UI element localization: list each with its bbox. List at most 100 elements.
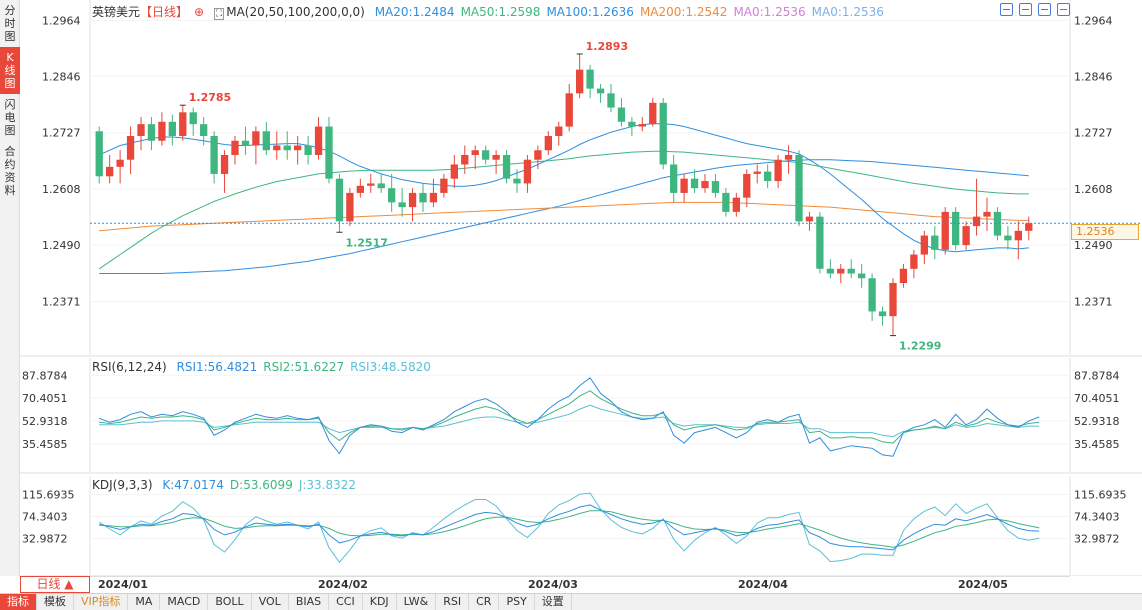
zoom-out-icon[interactable]	[1019, 3, 1032, 16]
candle-body-81	[941, 211, 949, 250]
candle-body-58	[701, 181, 709, 189]
toolbar-item-0[interactable]: 指标	[0, 594, 37, 610]
rsi-y-tick-left-3: 35.4585	[22, 438, 68, 451]
candle-body-50	[617, 107, 626, 122]
main-y-tick-left-4: 1.2490	[42, 239, 81, 252]
candle-body-12	[220, 154, 229, 174]
x-axis: 2024/01 2024/02 2024/03 2024/04 2024/05	[90, 576, 1070, 593]
main-y-tick-left-1: 1.2846	[42, 70, 81, 83]
candle-body-42	[534, 150, 542, 160]
candle-body-26	[367, 183, 375, 186]
symbol-name: 英镑美元	[92, 5, 141, 19]
candle-body-39	[502, 154, 511, 179]
reset-icon[interactable]	[1057, 3, 1070, 16]
x-axis-label-1: 2024/02	[318, 578, 368, 591]
toolbar-item-6[interactable]: VOL	[252, 594, 289, 610]
candle-body-55	[670, 164, 678, 193]
settings-icon[interactable]: ⊕	[194, 5, 205, 19]
rsi3-line	[99, 404, 1040, 438]
toolbar-item-9[interactable]: KDJ	[363, 594, 397, 610]
rsi-y-tick-left-0: 87.8784	[22, 369, 68, 382]
toolbar-item-5[interactable]: BOLL	[208, 594, 252, 610]
candle-body-79	[920, 235, 928, 255]
period-selector-button[interactable]: 日线 ▲	[20, 576, 90, 593]
rsi-y-tick-right-0: 87.8784	[1074, 369, 1120, 382]
tab-contract-info[interactable]: 合约资料	[4, 145, 16, 197]
rsi1-line	[99, 377, 1040, 457]
candle-body-85	[983, 211, 991, 217]
candle-body-75	[878, 311, 887, 317]
ma-header: MA(20,50,100,200,0,0)	[226, 5, 365, 19]
candle-body-52	[638, 124, 646, 127]
zoom-in-icon[interactable]	[1038, 3, 1051, 16]
toolbar-item-2[interactable]: VIP指标	[74, 594, 129, 610]
candle-body-84	[972, 216, 981, 227]
candle-body-38	[492, 154, 500, 160]
tab-timeshare[interactable]: 分时图	[4, 4, 16, 43]
candle-body-74	[868, 278, 876, 312]
toolbar-item-7[interactable]: BIAS	[289, 594, 330, 610]
candle-body-35	[461, 154, 469, 165]
ma-toggle-icon[interactable]: ⛶	[213, 8, 225, 20]
candle-body-16	[262, 131, 270, 151]
toolbar-item-10[interactable]: LW&	[397, 594, 437, 610]
kdj-d-line	[99, 510, 1040, 548]
candle-body-4	[137, 124, 145, 137]
candle-body-59	[711, 181, 720, 193]
candle-body-82	[952, 211, 960, 246]
candle-body-87	[1004, 235, 1012, 241]
candle-body-69	[816, 216, 824, 269]
candle-body-80	[931, 235, 939, 250]
annotation-2: 1.2517	[345, 236, 387, 249]
x-axis-label-4: 2024/05	[958, 578, 1008, 591]
toolbar-item-3[interactable]: MA	[128, 594, 161, 610]
ma50-line	[98, 150, 1029, 270]
toolbar-item-4[interactable]: MACD	[160, 594, 209, 610]
ma-value-3: MA200:1.2542	[639, 5, 728, 19]
candle-body-10	[200, 124, 208, 137]
candle-body-72	[847, 268, 855, 274]
annotation-3: 1.2299	[899, 340, 941, 353]
main-y-tick-left-0: 1.2964	[42, 14, 81, 27]
candle-body-56	[680, 178, 688, 193]
last-price-tag: 1.2536	[1071, 224, 1139, 240]
toolbar-item-13[interactable]: PSY	[499, 594, 535, 610]
candle-body-3	[126, 136, 135, 160]
candle-body-47	[586, 69, 594, 89]
candle-body-23	[335, 178, 344, 222]
rsi2-line	[99, 390, 1040, 444]
kdj-value-1: D:53.6099	[229, 478, 293, 492]
rsi-header: RSI(6,12,24)	[92, 360, 167, 374]
toolbar-item-12[interactable]: CR	[469, 594, 500, 610]
toolbar-item-8[interactable]: CCI	[329, 594, 363, 610]
candle-body-18	[283, 145, 291, 151]
toolbar-item-11[interactable]: RSI	[436, 594, 470, 610]
candle-body-48	[596, 88, 605, 94]
rsi-y-tick-left-1: 70.4051	[22, 392, 68, 405]
candle-body-66	[784, 154, 793, 160]
candle-body-14	[241, 140, 250, 146]
candle-body-2	[116, 159, 124, 167]
crosshair-icon[interactable]	[1000, 3, 1013, 16]
candle-body-89	[1025, 223, 1033, 231]
rsi-values: RSI1:56.4821 RSI2:51.6227 RSI3:48.5820	[177, 360, 437, 374]
tab-flash[interactable]: 闪电图	[4, 98, 16, 137]
x-axis-label-2: 2024/03	[528, 578, 578, 591]
main-legend: 英镑美元【日线】 ⊕ ⛶ MA(20,50,100,200,0,0) MA20:1.…	[92, 3, 896, 20]
annotation-1: 1.2893	[586, 40, 628, 53]
toolbar-item-14[interactable]: 设置	[535, 594, 572, 610]
rsi-legend: RSI(6,12,24) RSI1:56.4821 RSI2:51.6227 RSI…	[92, 360, 443, 374]
main-y-tick-left-3: 1.2608	[42, 183, 81, 196]
chart-canvas[interactable]: 1.2964 1.2964 1.2846 1.2846 1.2727 1.2727 1.26…	[20, 0, 1142, 576]
candle-body-88	[1014, 230, 1022, 241]
candle-body-77	[899, 268, 908, 283]
candle-body-29	[398, 202, 406, 208]
candle-body-31	[419, 192, 427, 203]
candle-body-54	[659, 102, 667, 165]
candle-body-21	[314, 126, 323, 155]
rsi-value-2: RSI3:48.5820	[350, 360, 431, 374]
toolbar-item-1[interactable]: 模板	[37, 594, 74, 610]
main-y-tick-right-3: 1.2608	[1074, 183, 1113, 196]
